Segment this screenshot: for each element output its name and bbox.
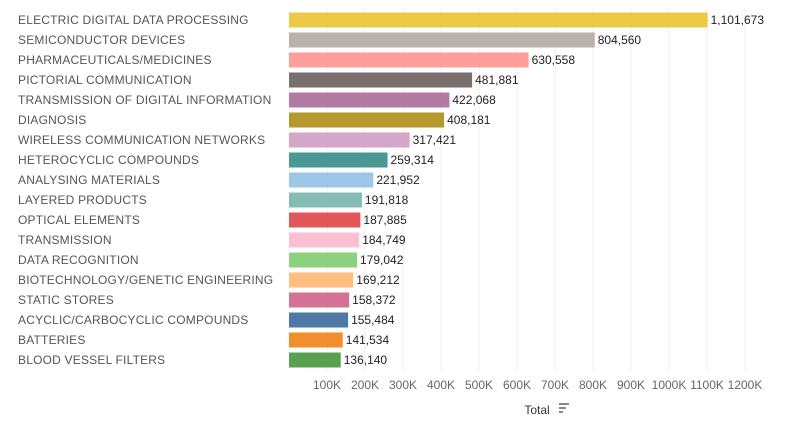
value-label: 408,181 xyxy=(447,113,491,127)
category-label: BIOTECHNOLOGY/GENETIC ENGINEERING xyxy=(18,273,273,287)
bar[interactable] xyxy=(289,352,341,368)
value-label: 184,749 xyxy=(362,233,406,247)
x-tick-label: 100K xyxy=(313,378,341,392)
value-label: 259,314 xyxy=(391,153,435,167)
x-tick-label: 300K xyxy=(389,378,417,392)
value-label: 317,421 xyxy=(413,133,457,147)
category-label: TRANSMISSION xyxy=(18,233,112,247)
bar[interactable] xyxy=(289,72,473,88)
bar[interactable] xyxy=(289,32,595,48)
category-label: WIRELESS COMMUNICATION NETWORKS xyxy=(18,133,265,147)
value-label: 179,042 xyxy=(360,253,404,267)
bar[interactable] xyxy=(289,112,445,128)
value-label: 191,818 xyxy=(365,193,409,207)
value-label: 136,140 xyxy=(344,353,388,367)
x-tick-label: 500K xyxy=(465,378,493,392)
value-label: 804,560 xyxy=(598,33,642,47)
gridlines xyxy=(326,8,746,372)
category-labels: ELECTRIC DIGITAL DATA PROCESSING SEMICOND… xyxy=(18,13,273,367)
category-label: DIAGNOSIS xyxy=(18,113,86,127)
value-label: 1,101,673 xyxy=(711,13,765,27)
x-tick-label: 1100K xyxy=(690,378,724,392)
bar[interactable] xyxy=(289,212,361,228)
bar[interactable] xyxy=(289,292,350,308)
category-label: STATIC STORES xyxy=(18,293,114,307)
value-label: 141,534 xyxy=(346,333,390,347)
bar[interactable] xyxy=(289,52,529,68)
bar[interactable] xyxy=(289,152,388,168)
category-label: PICTORIAL COMMUNICATION xyxy=(18,73,192,87)
bar[interactable] xyxy=(289,332,343,348)
category-label: OPTICAL ELEMENTS xyxy=(18,213,140,227)
bar[interactable] xyxy=(289,132,410,148)
category-label: HETEROCYCLIC COMPOUNDS xyxy=(18,153,199,167)
bar[interactable] xyxy=(289,312,349,328)
category-label: PHARMACEUTICALS/MEDICINES xyxy=(18,53,212,67)
x-axis-ticks: 100K 200K 300K 400K 500K 600K 700K 800K 900K 1000… xyxy=(313,378,762,392)
category-label: BLOOD VESSEL FILTERS xyxy=(18,353,165,367)
category-label: ACYCLIC/CARBOCYCLIC COMPOUNDS xyxy=(18,313,249,327)
category-label: DATA RECOGNITION xyxy=(18,253,139,267)
x-tick-label: 700K xyxy=(541,378,569,392)
value-label: 169,212 xyxy=(356,273,400,287)
x-tick-label: 1200K xyxy=(728,378,763,392)
sort-descending-icon[interactable] xyxy=(559,403,569,413)
category-label: SEMICONDUCTOR DEVICES xyxy=(18,33,185,47)
value-label: 630,558 xyxy=(532,53,576,67)
value-label: 481,881 xyxy=(475,73,519,87)
bars xyxy=(289,12,708,368)
value-label: 158,372 xyxy=(352,293,396,307)
value-label: 221,952 xyxy=(376,173,420,187)
bar[interactable] xyxy=(289,272,354,288)
x-axis-title: Total xyxy=(524,403,549,417)
x-tick-label: 400K xyxy=(427,378,455,392)
bar[interactable] xyxy=(289,172,374,188)
bar[interactable] xyxy=(289,12,708,28)
x-tick-label: 600K xyxy=(503,378,531,392)
bar[interactable] xyxy=(289,252,358,268)
x-tick-label: 200K xyxy=(351,378,379,392)
x-tick-label: 1000K xyxy=(652,378,687,392)
category-label: LAYERED PRODUCTS xyxy=(18,193,147,207)
category-label: ANALYSING MATERIALS xyxy=(18,173,160,187)
value-label: 422,068 xyxy=(452,93,496,107)
category-label: TRANSMISSION OF DIGITAL INFORMATION xyxy=(18,93,271,107)
category-label: ELECTRIC DIGITAL DATA PROCESSING xyxy=(18,13,249,27)
bar[interactable] xyxy=(289,92,450,108)
value-label: 155,484 xyxy=(351,313,395,327)
value-label: 187,885 xyxy=(363,213,407,227)
x-tick-label: 800K xyxy=(579,378,607,392)
category-label: BATTERIES xyxy=(18,333,86,347)
bar[interactable] xyxy=(289,192,362,208)
bar[interactable] xyxy=(289,232,360,248)
value-labels: 1,101,673 804,560 630,558 481,881 422,068 408… xyxy=(344,13,765,367)
x-tick-label: 900K xyxy=(617,378,645,392)
